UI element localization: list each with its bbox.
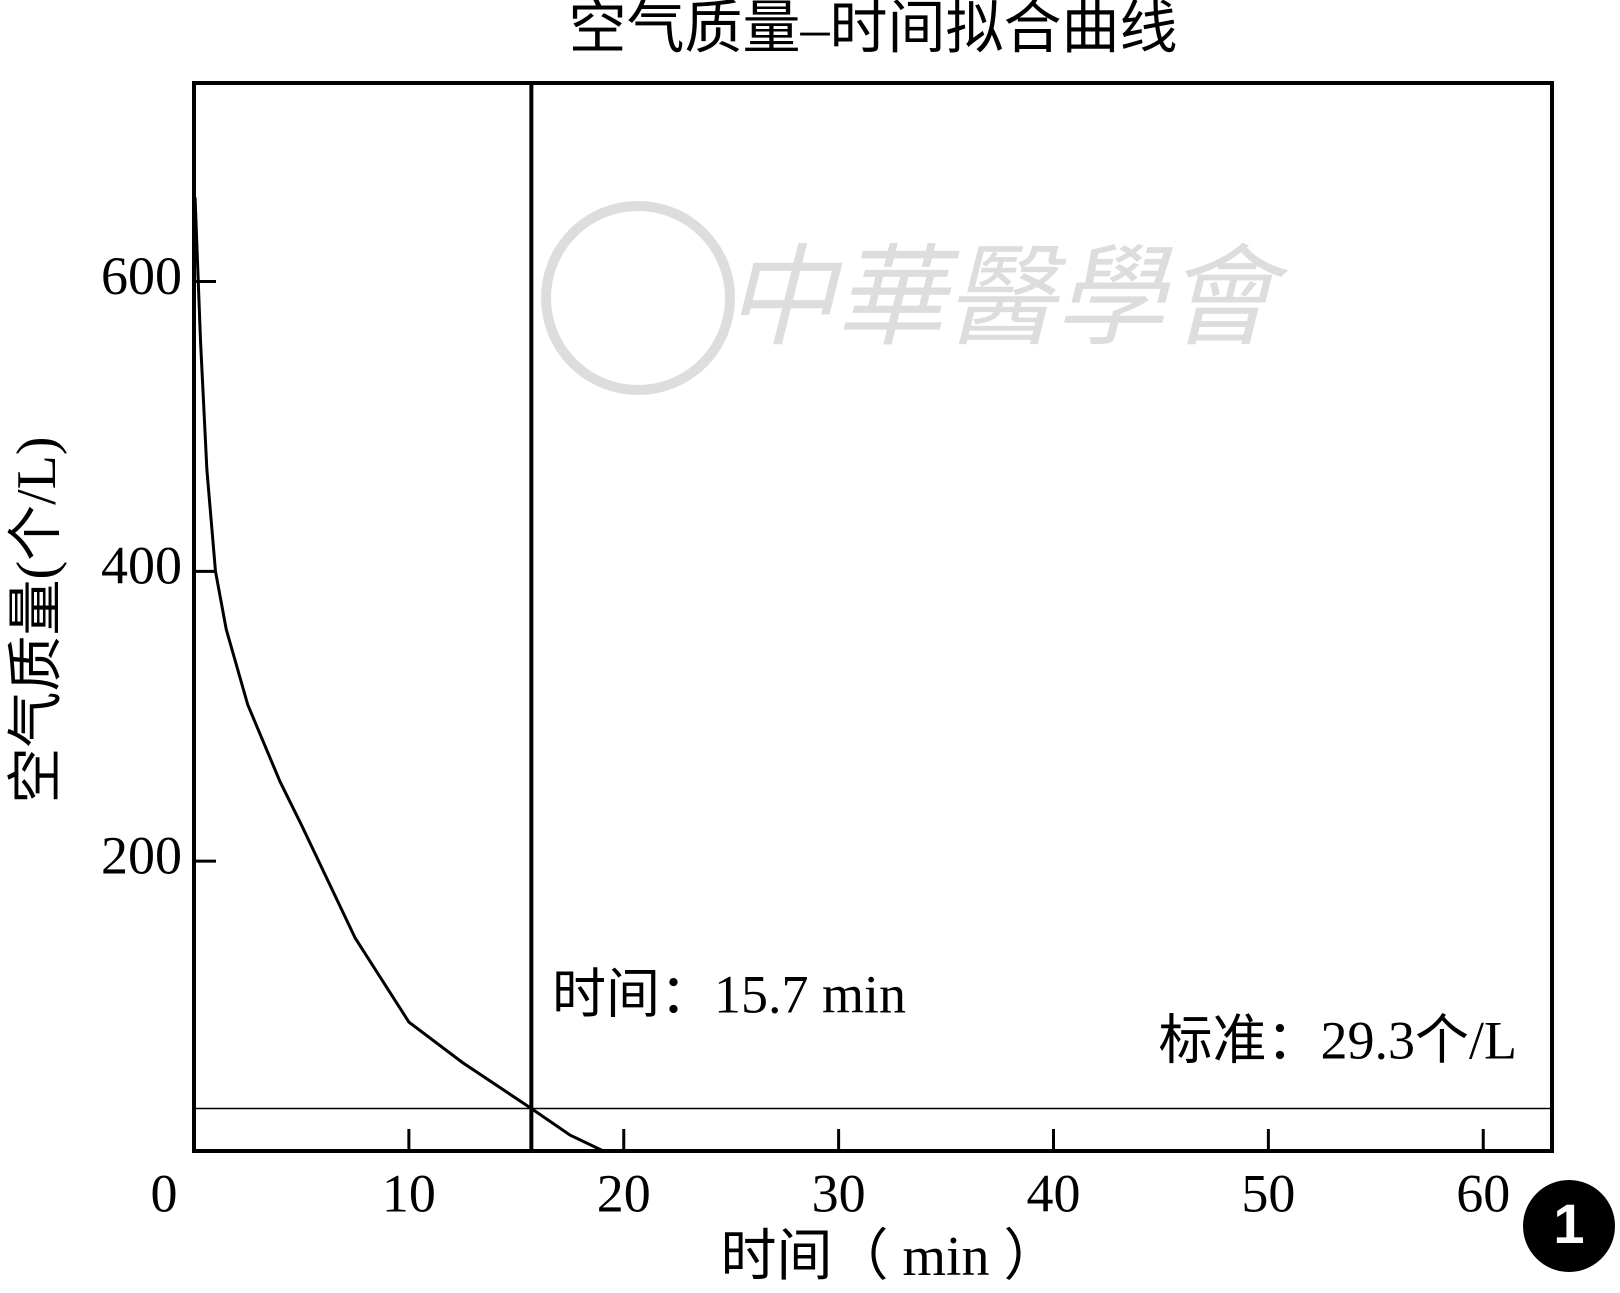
- figure-badge: [1523, 1180, 1615, 1272]
- watermark: 中華醫學會: [725, 237, 1289, 359]
- x-tick-label: 60: [1456, 1163, 1510, 1223]
- annotation: 时间：15.7 min: [552, 964, 906, 1024]
- y-tick-label: 200: [101, 826, 182, 886]
- data-line: [193, 197, 604, 1153]
- y-tick-label: 400: [101, 536, 182, 596]
- x-tick-label: 30: [812, 1163, 866, 1223]
- x-tick-label: 50: [1241, 1163, 1295, 1223]
- plot-frame: [192, 81, 1554, 1153]
- x-axis-label: 时间（ min ）: [720, 1226, 1059, 1288]
- x-tick-label: 0: [151, 1163, 178, 1223]
- x-tick-label: 10: [382, 1163, 436, 1223]
- watermark-logo: [541, 201, 735, 395]
- annotation: 标准：29.3个/L: [1159, 1010, 1518, 1070]
- x-tick-label: 20: [597, 1163, 651, 1223]
- y-tick-label: 600: [101, 246, 182, 306]
- x-tick-label: 40: [1026, 1163, 1080, 1223]
- y-axis-label: 空气质量(个/L): [6, 436, 68, 803]
- chart-title: 空气质量–时间拟合曲线: [568, 0, 1177, 60]
- figure-number: 1: [1553, 1192, 1584, 1255]
